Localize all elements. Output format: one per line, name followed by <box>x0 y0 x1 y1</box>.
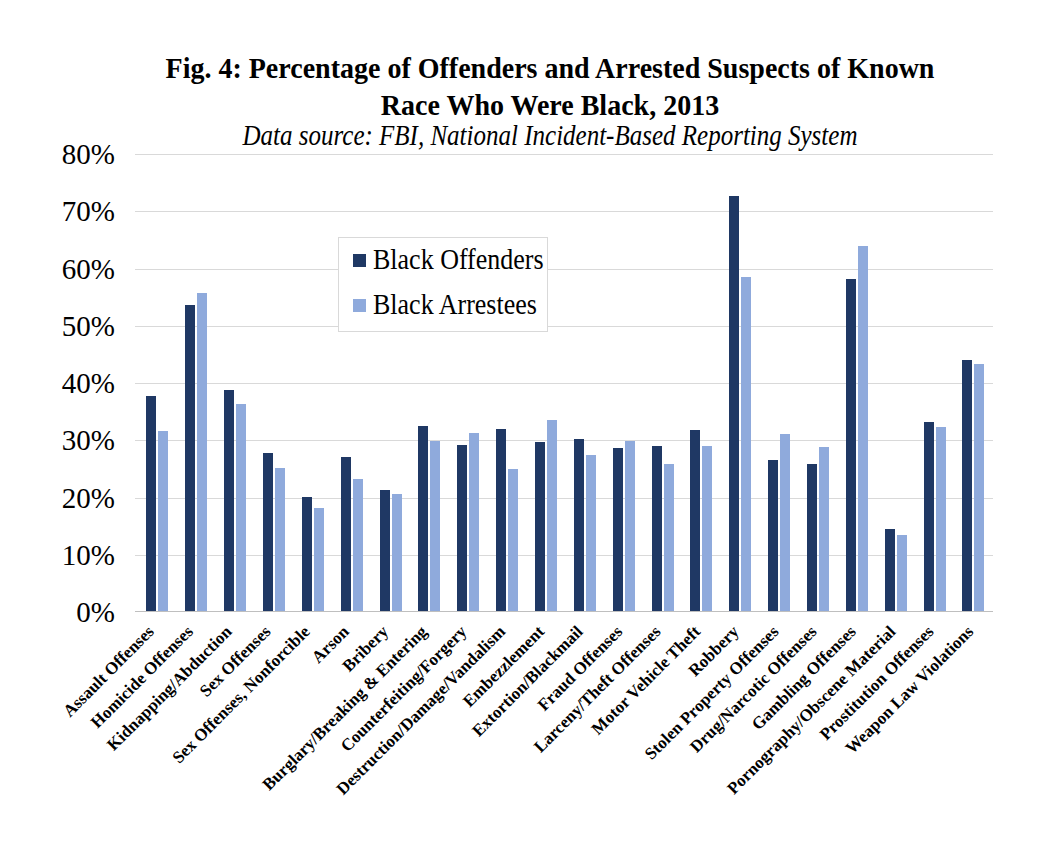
bar-black-arrestees <box>275 468 285 612</box>
bar-group <box>449 154 488 612</box>
bar-black-arrestees <box>741 277 751 612</box>
bar-group <box>371 154 410 612</box>
bar-group <box>255 154 294 612</box>
bar-black-arrestees <box>469 433 479 612</box>
bar-black-arrestees <box>236 404 246 612</box>
y-axis-label: 70% <box>0 195 115 227</box>
legend-item-black-offenders: Black Offenders <box>339 245 547 275</box>
bar-black-arrestees <box>974 364 984 612</box>
legend-swatch-black-arrestees <box>353 299 366 312</box>
bar-group <box>488 154 527 612</box>
bar-black-arrestees <box>158 431 168 612</box>
bar-black-offenders <box>807 464 817 612</box>
bar-group <box>138 154 177 612</box>
legend: Black Offenders Black Arrestees <box>338 237 548 332</box>
bar-black-offenders <box>263 453 273 612</box>
bar-black-arrestees <box>780 434 790 612</box>
y-axis-label: 30% <box>0 424 115 456</box>
bar-black-offenders <box>535 442 545 612</box>
bar-black-arrestees <box>586 455 596 612</box>
bar-group <box>293 154 332 612</box>
bar-group <box>915 154 954 612</box>
y-axis-label: 40% <box>0 367 115 399</box>
bar-group <box>332 154 371 612</box>
bar-black-offenders <box>418 426 428 612</box>
bar-group <box>410 154 449 612</box>
bar-black-offenders <box>768 460 778 612</box>
bar-group <box>216 154 255 612</box>
legend-label-black-offenders: Black Offenders <box>373 243 544 278</box>
bar-black-arrestees <box>702 446 712 612</box>
figure-title-line1: Fig. 4: Percentage of Offenders and Arre… <box>40 48 1050 88</box>
bar-black-offenders <box>380 490 390 612</box>
bar-black-arrestees <box>353 479 363 612</box>
bar-black-offenders <box>302 497 312 612</box>
bar-group <box>799 154 838 612</box>
bar-black-arrestees <box>858 246 868 612</box>
figure-subtitle: Data source: FBI, National Incident-Base… <box>40 116 1050 154</box>
bar-group <box>643 154 682 612</box>
bar-black-arrestees <box>392 494 402 613</box>
bar-group <box>876 154 915 612</box>
legend-swatch-black-offenders <box>353 254 366 267</box>
bar-black-offenders <box>496 429 506 612</box>
bar-black-offenders <box>574 439 584 612</box>
bar-black-offenders <box>613 448 623 612</box>
bar-black-offenders <box>185 305 195 612</box>
bar-black-offenders <box>729 196 739 612</box>
bar-black-arrestees <box>508 469 518 612</box>
bar-black-offenders <box>690 430 700 612</box>
bar-group <box>721 154 760 612</box>
bars-container <box>135 154 993 612</box>
bar-black-arrestees <box>314 508 324 612</box>
bar-black-offenders <box>846 279 856 612</box>
bar-black-arrestees <box>625 441 635 612</box>
plot-area <box>135 154 993 612</box>
bar-black-offenders <box>146 396 156 612</box>
bar-black-offenders <box>224 390 234 612</box>
x-axis-line <box>135 611 993 612</box>
bar-group <box>954 154 993 612</box>
bar-black-arrestees <box>897 535 907 612</box>
bar-group <box>682 154 721 612</box>
y-axis-label: 50% <box>0 310 115 342</box>
bar-black-offenders <box>885 529 895 612</box>
y-axis-label: 0% <box>0 596 115 628</box>
bar-group <box>760 154 799 612</box>
bar-black-arrestees <box>547 420 557 612</box>
legend-label-black-arrestees: Black Arrestees <box>373 288 537 323</box>
bar-black-arrestees <box>936 427 946 612</box>
title-block: Fig. 4: Percentage of Offenders and Arre… <box>40 49 1050 151</box>
bar-black-arrestees <box>819 447 829 612</box>
bar-group <box>837 154 876 612</box>
bar-group <box>177 154 216 612</box>
bar-group <box>565 154 604 612</box>
y-axis-label: 80% <box>0 138 115 170</box>
bar-black-offenders <box>962 360 972 612</box>
y-axis-label: 10% <box>0 539 115 571</box>
bar-group <box>527 154 566 612</box>
legend-item-black-arrestees: Black Arrestees <box>339 290 547 320</box>
bar-group <box>604 154 643 612</box>
bar-black-arrestees <box>430 441 440 612</box>
bar-black-offenders <box>457 445 467 612</box>
bar-black-offenders <box>341 457 351 612</box>
y-axis-label: 20% <box>0 482 115 514</box>
bar-black-offenders <box>924 422 934 612</box>
bar-black-arrestees <box>664 464 674 612</box>
y-axis-label: 60% <box>0 253 115 285</box>
bar-black-offenders <box>652 446 662 612</box>
bar-black-arrestees <box>197 293 207 612</box>
